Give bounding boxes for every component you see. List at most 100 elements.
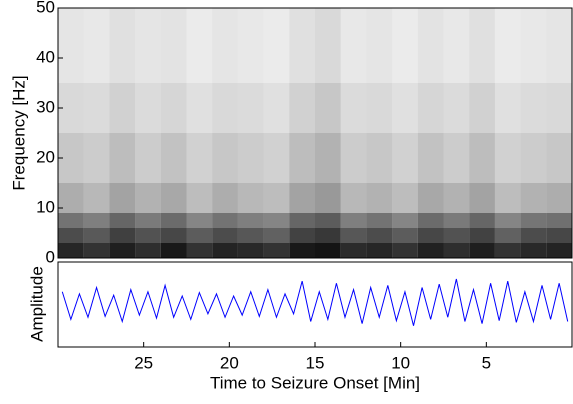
heat-cell <box>366 243 393 258</box>
heat-cell <box>417 133 444 183</box>
heat-cell <box>520 8 547 83</box>
heat-cell <box>58 213 84 228</box>
heat-cell <box>83 228 110 243</box>
heat-cell <box>417 243 444 258</box>
x-axis-label: Time to Seizure Onset [Min] <box>210 373 420 392</box>
y-tick-label: 40 <box>36 47 55 66</box>
x-tick-label: 15 <box>306 353 325 372</box>
heat-cell <box>58 8 84 83</box>
heat-cell <box>263 243 290 258</box>
heat-cell <box>83 133 110 183</box>
heat-cell <box>212 228 238 243</box>
heat-cell <box>289 133 315 183</box>
heat-cell <box>263 8 290 83</box>
heat-cell <box>237 83 264 133</box>
heat-cell <box>443 83 470 133</box>
heat-cell <box>186 133 213 183</box>
heat-cell <box>469 228 495 243</box>
heat-cell <box>417 183 444 213</box>
heat-cell <box>186 83 213 133</box>
heat-cell <box>392 83 418 133</box>
heat-cell <box>315 213 341 228</box>
heat-cell <box>392 228 418 243</box>
heat-cell <box>469 83 495 133</box>
heat-cell <box>289 243 315 258</box>
plot-frame <box>57 261 573 348</box>
y-tick-label: 0 <box>46 247 55 266</box>
heat-cell <box>520 183 547 213</box>
heat-cell <box>83 8 110 83</box>
heat-cell <box>160 183 187 213</box>
heat-cell <box>160 213 187 228</box>
heat-cell <box>546 133 572 183</box>
heat-cell <box>392 8 418 83</box>
heat-cell <box>58 243 84 258</box>
heat-cell <box>340 8 367 83</box>
heat-cell <box>263 83 290 133</box>
heat-cell <box>520 133 547 183</box>
heat-cell <box>160 83 187 133</box>
heat-cell <box>469 213 495 228</box>
heat-cell <box>366 183 393 213</box>
heat-cell <box>443 133 470 183</box>
heat-cell <box>212 83 238 133</box>
heat-cell <box>315 8 341 83</box>
signal-line <box>61 278 569 326</box>
heat-cell <box>237 133 264 183</box>
heat-cell <box>289 83 315 133</box>
heat-cell <box>212 213 238 228</box>
heat-cell <box>237 213 264 228</box>
heat-cell <box>109 8 136 83</box>
heat-cell <box>417 228 444 243</box>
heat-cell <box>392 243 418 258</box>
heat-cell <box>392 213 418 228</box>
heat-cell <box>263 133 290 183</box>
heat-cell <box>315 228 341 243</box>
heat-cell <box>58 228 84 243</box>
heat-cell <box>315 183 341 213</box>
x-tick-label: 20 <box>220 353 239 372</box>
y-tick-label: 20 <box>36 147 55 166</box>
heat-cell <box>263 213 290 228</box>
heat-cell <box>109 183 136 213</box>
heat-cell <box>469 183 495 213</box>
heat-cell <box>443 183 470 213</box>
heat-cell <box>469 133 495 183</box>
y-axis-label: Frequency [Hz] <box>9 75 28 190</box>
heat-cell <box>494 213 521 228</box>
heat-cell <box>109 213 136 228</box>
heat-cell <box>263 228 290 243</box>
heat-cell <box>366 228 393 243</box>
heat-cell <box>135 133 161 183</box>
heat-cell <box>83 183 110 213</box>
heat-cell <box>340 183 367 213</box>
heat-cell <box>392 133 418 183</box>
y-tick-label: 10 <box>36 197 55 216</box>
heat-cell <box>315 133 341 183</box>
x-tick-label: 5 <box>482 353 491 372</box>
heat-cell <box>546 8 572 83</box>
heat-cell <box>340 243 367 258</box>
heat-cell <box>212 243 238 258</box>
heat-cell <box>160 133 187 183</box>
plot-frame <box>57 7 573 259</box>
heat-cell <box>160 228 187 243</box>
heat-cell <box>366 133 393 183</box>
heat-cell <box>520 228 547 243</box>
heat-cell <box>417 8 444 83</box>
heat-cell <box>546 243 572 258</box>
heat-cell <box>315 83 341 133</box>
heat-cell <box>546 83 572 133</box>
y-axis-label: Amplitude <box>27 266 46 342</box>
heat-cell <box>520 243 547 258</box>
heat-cell <box>289 213 315 228</box>
heat-cell <box>494 133 521 183</box>
heat-cell <box>417 83 444 133</box>
y-tick-label: 50 <box>36 0 55 16</box>
heat-cell <box>109 243 136 258</box>
heat-cell <box>212 8 238 83</box>
heat-cell <box>315 243 341 258</box>
heat-cell <box>186 213 213 228</box>
heat-cell <box>546 213 572 228</box>
